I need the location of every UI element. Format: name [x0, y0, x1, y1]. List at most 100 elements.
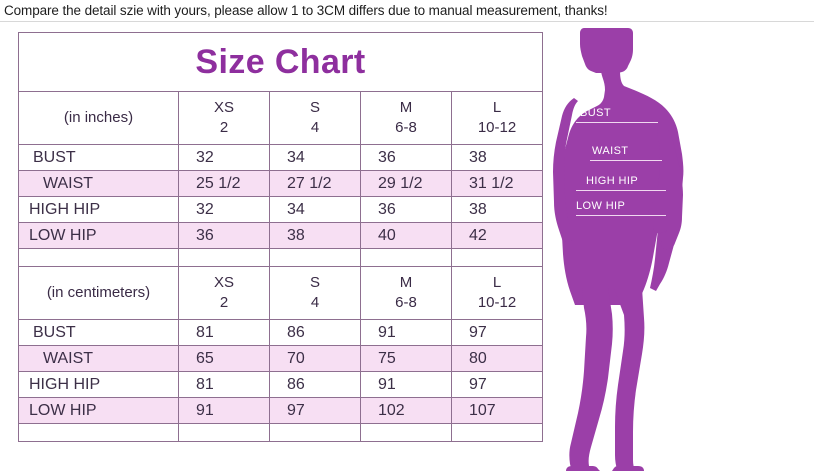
size-header-l-inches: L 10-12 — [450, 91, 544, 145]
row-value: 81 — [178, 371, 270, 398]
size-header-xs-inches: XS 2 — [178, 91, 270, 145]
header-row-centimeters: (in centimeters) XS 2 S 4 M 6-8 L 10-12 — [18, 266, 544, 320]
row-label: BUST — [18, 319, 179, 346]
size-header-m-cm: M 6-8 — [360, 266, 452, 320]
row-value: 91 — [360, 319, 452, 346]
row-value: 91 — [360, 371, 452, 398]
row-value: 70 — [269, 345, 361, 372]
title-row: Size Chart — [17, 32, 544, 92]
row-label: HIGH HIP — [18, 371, 179, 398]
row-value: 81 — [178, 319, 270, 346]
row-value: 91 — [178, 397, 270, 424]
row-value: 38 — [269, 222, 361, 249]
size-header-xs-cm: XS 2 — [178, 266, 270, 320]
measurement-label-high-hip: HIGH HIP — [586, 175, 639, 187]
row-label: WAIST — [18, 345, 179, 372]
spacer-cell — [269, 423, 361, 442]
spacer-cell — [360, 248, 452, 267]
female-body-silhouette-icon — [553, 28, 684, 471]
size-name: L — [492, 99, 502, 116]
row-value: 38 — [450, 144, 544, 171]
row-label: LOW HIP — [18, 222, 179, 249]
size-number: 10-12 — [477, 294, 517, 311]
bottom-spacer-row — [18, 423, 544, 442]
size-number: 10-12 — [477, 119, 517, 136]
size-chart-area: Size Chart (in inches) XS 2 S 4 M 6- — [0, 22, 814, 471]
row-value: 86 — [269, 371, 361, 398]
table-row: BUST 81 86 91 97 — [18, 319, 544, 346]
size-name: XS — [213, 274, 234, 291]
row-value: 36 — [178, 222, 270, 249]
row-value: 75 — [360, 345, 452, 372]
size-name: M — [399, 274, 413, 291]
row-value: 34 — [269, 196, 361, 223]
size-name: S — [309, 274, 320, 291]
spacer-cell — [18, 248, 179, 267]
size-header-m-inches: M 6-8 — [360, 91, 452, 145]
spacer-cell — [450, 248, 544, 267]
row-value: 97 — [450, 371, 544, 398]
measurement-rule-high-hip — [576, 190, 666, 191]
size-name: XS — [213, 99, 234, 116]
size-number: 4 — [310, 294, 320, 311]
row-value: 36 — [360, 196, 452, 223]
row-value: 86 — [269, 319, 361, 346]
row-value: 25 1/2 — [178, 170, 270, 197]
size-chart-table: Size Chart (in inches) XS 2 S 4 M 6- — [17, 32, 544, 442]
row-label: LOW HIP — [18, 397, 179, 424]
row-value: 29 1/2 — [360, 170, 452, 197]
row-value: 65 — [178, 345, 270, 372]
table-row: LOW HIP 36 38 40 42 — [18, 222, 544, 249]
body-silhouette-figure: BUST WAIST HIGH HIP LOW HIP — [548, 22, 814, 471]
spacer-cell — [178, 248, 270, 267]
row-value: 36 — [360, 144, 452, 171]
notice-bar: Compare the detail szie with yours, plea… — [0, 0, 814, 22]
row-value: 38 — [450, 196, 544, 223]
table-row: HIGH HIP 32 34 36 38 — [18, 196, 544, 223]
measurement-label-low-hip: LOW HIP — [576, 200, 626, 212]
row-value: 102 — [360, 397, 452, 424]
row-value: 97 — [450, 319, 544, 346]
size-name: S — [309, 99, 320, 116]
size-name: M — [399, 99, 413, 116]
row-value: 31 1/2 — [450, 170, 544, 197]
measurement-label-bust: BUST — [580, 107, 611, 119]
table-row: BUST 32 34 36 38 — [18, 144, 544, 171]
size-number: 2 — [219, 294, 229, 311]
chart-title: Size Chart — [195, 42, 366, 81]
unit-label-centimeters-text: (in centimeters) — [46, 284, 151, 301]
spacer-cell — [18, 423, 179, 442]
section-spacer-row — [18, 248, 544, 267]
unit-label-inches-text: (in inches) — [63, 109, 134, 126]
measurement-rule-low-hip — [576, 215, 666, 216]
size-header-s-cm: S 4 — [269, 266, 361, 320]
table-row: LOW HIP 91 97 102 107 — [18, 397, 544, 424]
measurement-label-waist: WAIST — [592, 145, 629, 157]
spacer-cell — [269, 248, 361, 267]
row-value: 42 — [450, 222, 544, 249]
row-value: 32 — [178, 196, 270, 223]
unit-label-inches: (in inches) — [18, 91, 179, 145]
chart-title-cell: Size Chart — [17, 32, 544, 92]
header-row-inches: (in inches) XS 2 S 4 M 6-8 L 10-12 — [18, 91, 544, 145]
size-name: L — [492, 274, 502, 291]
size-header-l-cm: L 10-12 — [450, 266, 544, 320]
notice-text: Compare the detail szie with yours, plea… — [4, 3, 608, 18]
table-row: HIGH HIP 81 86 91 97 — [18, 371, 544, 398]
measurement-rule-waist — [590, 160, 662, 161]
row-value: 32 — [178, 144, 270, 171]
row-value: 107 — [450, 397, 544, 424]
row-value: 97 — [269, 397, 361, 424]
measurement-rule-bust — [576, 122, 658, 123]
row-value: 40 — [360, 222, 452, 249]
row-value: 34 — [269, 144, 361, 171]
notice-divider — [0, 21, 814, 22]
table-row: WAIST 65 70 75 80 — [18, 345, 544, 372]
row-label: HIGH HIP — [18, 196, 179, 223]
size-number: 4 — [310, 119, 320, 136]
size-number: 6-8 — [395, 294, 417, 311]
unit-label-centimeters: (in centimeters) — [18, 266, 179, 320]
size-number: 6-8 — [395, 119, 417, 136]
size-number: 2 — [219, 119, 229, 136]
table-row: WAIST 25 1/2 27 1/2 29 1/2 31 1/2 — [18, 170, 544, 197]
